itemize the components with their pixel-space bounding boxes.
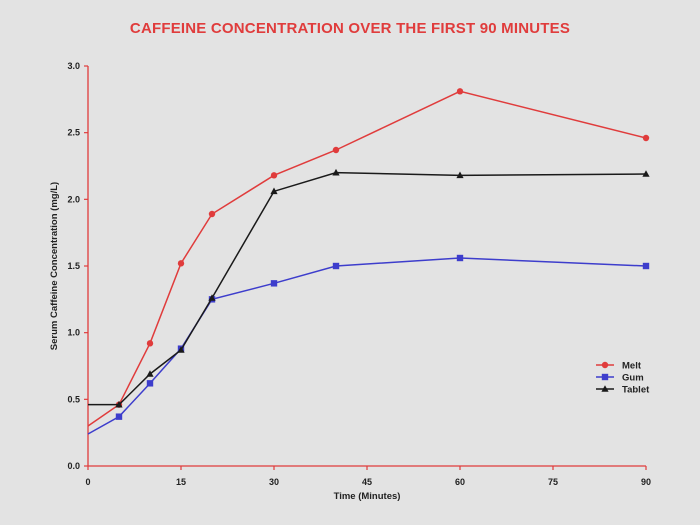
x-tick-label: 0 (85, 477, 90, 487)
data-point-melt (208, 210, 216, 218)
x-tick-label: 15 (176, 477, 186, 487)
data-point-melt (270, 172, 278, 179)
data-point-tablet (177, 346, 185, 353)
y-tick-label: 0.5 (67, 394, 80, 404)
data-point-tablet (208, 294, 216, 301)
data-point-melt (456, 88, 464, 95)
series-tablet (88, 168, 650, 408)
data-point-melt (177, 260, 185, 267)
legend-marker-tablet (601, 385, 609, 392)
plot-area (87, 88, 650, 435)
data-point-gum (332, 262, 340, 270)
x-tick-label: 30 (269, 477, 279, 487)
data-point-gum (642, 262, 650, 270)
data-point-gum (146, 380, 154, 387)
data-point-tablet (642, 170, 650, 177)
legend-label-gum: Gum (622, 373, 644, 384)
data-point-tablet (146, 370, 154, 377)
x-tick-label: 45 (362, 477, 372, 487)
x-tick-label: 60 (455, 477, 465, 487)
y-tick-label: 0.0 (67, 461, 80, 471)
data-point-gum (270, 280, 278, 287)
y-axis-label: Serum Caffeine Concentration (mg/L) (49, 182, 60, 350)
data-point-tablet (456, 171, 464, 179)
y-tick-label: 2.5 (67, 128, 80, 138)
series-gum (87, 254, 650, 435)
legend-item-tablet: Tablet (596, 385, 650, 396)
series-line-gum (87, 257, 647, 435)
data-point-gum (456, 254, 464, 262)
y-tick-label: 3.0 (67, 61, 80, 71)
data-point-gum (115, 413, 123, 420)
y-tick-label: 2.0 (67, 194, 80, 204)
legend-item-melt: Melt (596, 361, 642, 372)
data-point-tablet (115, 400, 123, 408)
data-point-melt (642, 134, 650, 142)
chart-title: CAFFEINE CONCENTRATION OVER THE FIRST 90… (129, 20, 571, 37)
x-axis-label: Time (Minutes) (334, 491, 401, 502)
data-point-melt (332, 146, 340, 154)
legend-item-gum: Gum (596, 373, 644, 384)
legend-label-melt: Melt (622, 361, 642, 372)
series-melt (87, 88, 650, 427)
data-point-melt (146, 340, 154, 347)
series-line-melt (87, 90, 647, 427)
x-tick-label: 75 (548, 477, 558, 487)
y-tick-label: 1.5 (67, 261, 80, 271)
legend-marker-gum (601, 373, 609, 381)
data-point-tablet (270, 187, 278, 195)
legend-label-tablet: Tablet (622, 385, 650, 396)
x-tick-label: 90 (641, 477, 651, 487)
legend-marker-melt (601, 361, 609, 369)
axes: 0.0 0.5 1.0 1.5 2.0 2.5 3.0 0 15 30 45 60 75 90 Time (… (49, 61, 651, 502)
y-tick-label: 1.0 (67, 328, 80, 338)
data-point-tablet (332, 168, 340, 176)
